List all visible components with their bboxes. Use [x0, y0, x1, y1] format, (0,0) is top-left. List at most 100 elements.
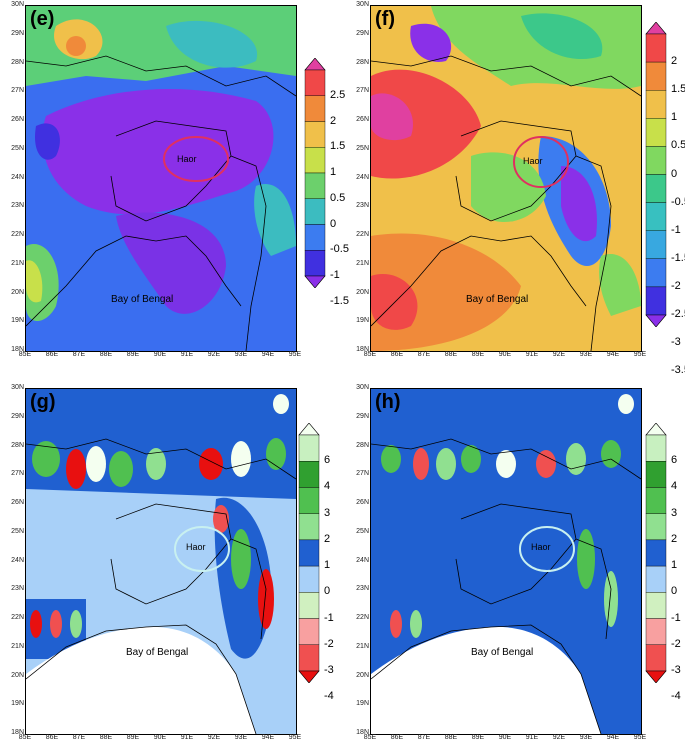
colorbar-label: -0.5 [671, 195, 685, 208]
haor-circle [163, 136, 229, 182]
y-tick-label: 21N [11, 259, 24, 267]
y-tick-label: 19N [11, 700, 24, 708]
y-tick-label: 28N [11, 58, 24, 66]
panel-e: (e) Haor Bay of Bengal 30N 29N 28N 27N 26N 25… [0, 0, 349, 360]
colorbar-segment [645, 89, 667, 119]
colorbar-top-arrow [304, 58, 326, 71]
map-f-field [371, 6, 641, 351]
colorbar-segment [298, 434, 320, 462]
x-tick-label: 94E [261, 351, 275, 358]
x-tick-label: 90E [498, 351, 512, 358]
y-tick-label: 26N [356, 499, 369, 506]
colorbar-label: -1.5 [330, 294, 349, 307]
x-tick-label: 88E [444, 351, 458, 358]
x-tick-label: 90E [153, 351, 167, 358]
x-tick-label: 93E [579, 734, 593, 741]
panel-label: (h) [375, 391, 401, 413]
y-tick-label: 30N [11, 384, 24, 391]
colorbar-label: 6 [671, 454, 678, 467]
colorbar-segment [304, 198, 326, 225]
x-tick-label: 95E [288, 351, 302, 358]
haor-label: Haor [523, 156, 543, 166]
map-f: (f) Haor Bay of Bengal [370, 5, 642, 352]
y-tick-label: 18N [356, 729, 369, 736]
y-tick-label: 29N [356, 412, 369, 420]
colorbar-label: 2 [330, 114, 337, 127]
colorbar-segment [645, 565, 667, 593]
y-tick-label: 26N [11, 499, 24, 506]
panel-label: (g) [30, 391, 56, 413]
y-tick-label: 28N [356, 441, 369, 449]
colorbar-label: -3 [671, 336, 681, 349]
colorbar-segment [645, 258, 667, 288]
y-tick-label: 24N [11, 173, 24, 181]
colorbar-label: 0 [330, 217, 337, 230]
x-tick-label: 94E [261, 734, 275, 741]
y-tick-label: 29N [11, 29, 24, 37]
colorbar-segment [645, 434, 667, 462]
colorbar-segment [645, 461, 667, 488]
y-tick-label: 25N [11, 144, 24, 152]
y-tick-label: 19N [356, 700, 369, 708]
colorbar: 6 4 3 2 1 0 -1 -2 -3 -4 [298, 423, 342, 702]
colorbar-strip [645, 22, 667, 327]
colorbar-label: 1 [324, 559, 331, 572]
y-tick-label: 24N [356, 556, 369, 564]
y-tick-label: 28N [356, 58, 369, 66]
colorbar-label: 0.5 [330, 191, 346, 204]
haor-circle [174, 526, 230, 572]
y-tick-label: 20N [356, 288, 369, 296]
y-tick-label: 29N [356, 29, 369, 37]
map-h: (h) Haor Bay of Bengal [370, 388, 642, 735]
colorbar-segment [645, 618, 667, 645]
colorbar-segment [645, 174, 667, 203]
colorbar-segment [645, 230, 667, 259]
colorbar-strip [645, 423, 667, 683]
x-tick-label: 93E [579, 351, 593, 358]
colorbar-bottom-arrow [645, 670, 667, 683]
colorbar-label: -0.5 [330, 243, 349, 256]
y-tick-label: 24N [356, 173, 369, 181]
x-tick-label: 90E [498, 734, 512, 741]
colorbar-label: 1.5 [671, 83, 685, 96]
panel-f: (f) Haor Bay of Bengal 30N 29N 28N 27N 26N 25… [345, 0, 685, 376]
y-tick-label: 22N [11, 231, 24, 238]
x-tick-label: 86E [390, 734, 404, 741]
x-tick-label: 91E [525, 734, 539, 741]
colorbar-label: -1 [671, 223, 681, 236]
colorbar-label: 0 [671, 167, 678, 180]
colorbar-segment [645, 202, 667, 231]
colorbar-segment [304, 147, 326, 174]
colorbar-label: -2 [324, 637, 334, 650]
y-tick-label: 22N [11, 614, 24, 621]
colorbar-label: 6 [324, 454, 331, 467]
x-tick-label: 93E [234, 351, 248, 358]
x-tick-label: 92E [552, 734, 566, 741]
x-tick-label: 95E [633, 734, 647, 741]
y-tick-label: 29N [11, 412, 24, 420]
colorbar-label: 1 [330, 166, 337, 178]
colorbar-label: 1.5 [330, 140, 346, 153]
y-tick-label: 23N [356, 202, 369, 210]
x-tick-label: 92E [207, 734, 221, 741]
colorbar-segment [645, 61, 667, 91]
x-tick-label: 85E [18, 351, 32, 358]
colorbar-label: 3 [324, 506, 331, 519]
colorbar-segment [645, 539, 667, 567]
colorbar-label: -1.5 [671, 251, 685, 264]
colorbar-strip [298, 423, 320, 683]
x-tick-label: 87E [417, 734, 431, 741]
y-tick-label: 21N [356, 642, 369, 650]
x-tick-label: 93E [234, 734, 248, 741]
bay-label: Bay of Bengal [471, 647, 534, 658]
panel-label: (f) [375, 8, 395, 30]
colorbar-label: 0 [324, 585, 331, 598]
x-tick-label: 89E [471, 351, 485, 358]
x-tick-label: 85E [363, 734, 377, 741]
colorbar-top-arrow [298, 423, 320, 436]
haor-label: Haor [531, 542, 551, 552]
colorbar-label: 0.5 [671, 139, 685, 152]
colorbar: 6 4 3 2 1 0 -1 -2 -3 -4 [645, 423, 685, 702]
colorbar-top-arrow [645, 423, 667, 436]
colorbar-label: 4 [671, 480, 678, 493]
